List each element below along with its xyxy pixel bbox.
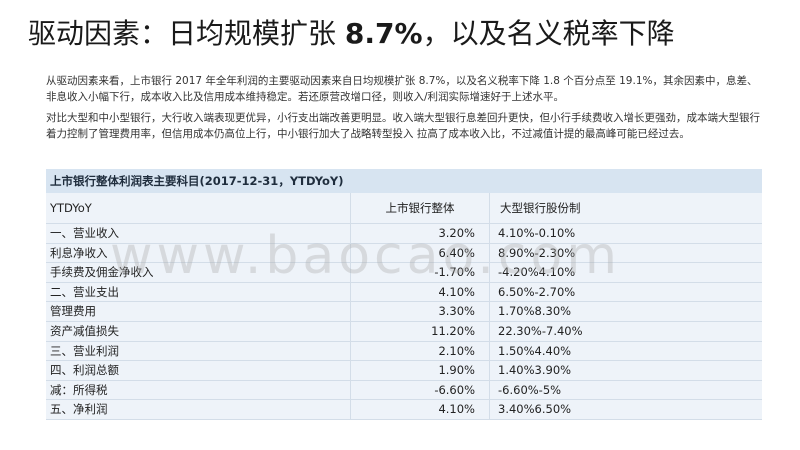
header-cell-metric: YTDYoY <box>46 193 351 224</box>
table-cell-metric: 减：所得税 <box>46 380 351 401</box>
table-cell-metric: 资产减值损失 <box>46 321 351 342</box>
table-cell-large-banks: 4.10%-0.10% <box>489 223 762 244</box>
page-title: 驱动因素：日均规模扩张 8.7%，以及名义税率下降 <box>28 14 675 54</box>
table-cell-metric: 手续费及佣金净收入 <box>46 262 351 283</box>
table-cell-large-banks: 8.90%-2.30% <box>489 243 762 264</box>
table-cell-metric: 二、营业支出 <box>46 282 351 303</box>
title-highlight: 8.7% <box>344 17 423 50</box>
table-cell-large-banks: 1.70%8.30% <box>489 301 762 322</box>
table-grid: YTDYoY 上市银行整体 大型银行股份制 一、营业收入 3.20% 4.10%-0… <box>46 193 762 420</box>
table-row: 手续费及佣金净收入 -1.70% -4.20%4.10% <box>46 262 762 283</box>
title-suffix: ，以及名义税率下降 <box>422 17 675 50</box>
title-prefix: 驱动因素：日均规模扩张 <box>28 17 345 50</box>
table-row: 三、营业利润 2.10% 1.50%4.40% <box>46 341 762 362</box>
table-cell-all-banks: 3.20% <box>350 223 490 244</box>
table-cell-metric: 五、净利润 <box>46 399 351 420</box>
table-row: 二、营业支出 4.10% 6.50%-2.70% <box>46 282 762 303</box>
table-cell-all-banks: 2.10% <box>350 341 490 362</box>
table-row: 利息净收入 6.40% 8.90%-2.30% <box>46 243 762 264</box>
table-cell-all-banks: 11.20% <box>350 321 490 342</box>
header-cell-large-banks: 大型银行股份制 <box>489 193 762 224</box>
table-cell-all-banks: 4.10% <box>350 282 490 303</box>
table-cell-metric: 四、利润总额 <box>46 360 351 381</box>
paragraph-comparison: 对比大型和中小型银行，大行收入端表现更优异，小行支出端改善更明显。收入端大型银行… <box>46 112 760 140</box>
table-cell-all-banks: 4.10% <box>350 399 490 420</box>
table-row: 资产减值损失 11.20% 22.30%-7.40% <box>46 321 762 342</box>
table-cell-large-banks: 3.40%6.50% <box>489 399 762 420</box>
table-cell-large-banks: 1.40%3.90% <box>489 360 762 381</box>
paragraph-drivers: 从驱动因素来看，上市银行 2017 年全年利润的主要驱动因素来自日均规模扩张 8… <box>46 75 758 103</box>
table-row: 四、利润总额 1.90% 1.40%3.90% <box>46 360 762 381</box>
table-row: 五、净利润 4.10% 3.40%6.50% <box>46 399 762 420</box>
income-statement-table: 上市银行整体利润表主要科目(2017-12-31，YTDYoY) YTDYoY … <box>46 169 762 420</box>
table-cell-all-banks: 1.90% <box>350 360 490 381</box>
table-cell-large-banks: 1.50%4.40% <box>489 341 762 362</box>
table-cell-large-banks: 6.50%-2.70% <box>489 282 762 303</box>
header-cell-all-banks: 上市银行整体 <box>350 193 490 224</box>
table-cell-all-banks: -6.60% <box>350 380 490 401</box>
table-cell-metric: 一、营业收入 <box>46 223 351 244</box>
table-row: 一、营业收入 3.20% 4.10%-0.10% <box>46 223 762 244</box>
table-row: 管理费用 3.30% 1.70%8.30% <box>46 301 762 322</box>
table-caption: 上市银行整体利润表主要科目(2017-12-31，YTDYoY) <box>46 169 762 193</box>
table-cell-metric: 管理费用 <box>46 301 351 322</box>
table-cell-large-banks: -4.20%4.10% <box>489 262 762 283</box>
table-cell-large-banks: -6.60%-5% <box>489 380 762 401</box>
table-cell-metric: 三、营业利润 <box>46 341 351 362</box>
table-cell-metric: 利息净收入 <box>46 243 351 264</box>
table-cell-large-banks: 22.30%-7.40% <box>489 321 762 342</box>
table-row: 减：所得税 -6.60% -6.60%-5% <box>46 380 762 401</box>
table-cell-all-banks: 6.40% <box>350 243 490 264</box>
table-header-row: YTDYoY 上市银行整体 大型银行股份制 <box>46 193 762 224</box>
table-cell-all-banks: -1.70% <box>350 262 490 283</box>
table-cell-all-banks: 3.30% <box>350 301 490 322</box>
